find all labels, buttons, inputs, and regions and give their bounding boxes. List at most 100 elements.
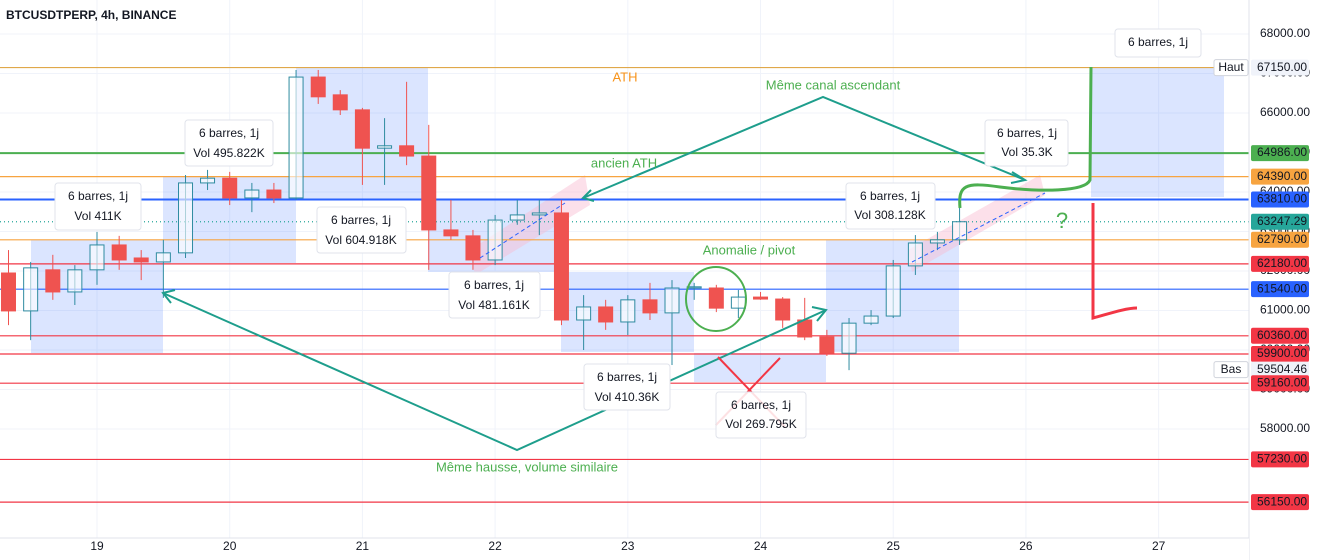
bar-boxes: 6 barres, 1j 6 barres, 1j Vol 411K 6 bar… bbox=[54, 28, 1202, 439]
annotation: ATH bbox=[612, 69, 637, 84]
price-label: 64390.00 bbox=[1257, 169, 1307, 183]
price-label-box bbox=[1251, 281, 1309, 298]
candle-body bbox=[465, 235, 481, 261]
candle-body bbox=[885, 265, 901, 317]
candle-body bbox=[200, 177, 216, 184]
x-tick-label: 19 bbox=[90, 539, 104, 553]
bar-count: 6 barres, 1j bbox=[860, 189, 920, 203]
candle-body bbox=[222, 177, 238, 199]
candle-body bbox=[332, 94, 348, 111]
bar-box bbox=[984, 119, 1069, 167]
x-tick-label: 23 bbox=[621, 539, 635, 553]
tag-box bbox=[1213, 59, 1249, 77]
bar-box bbox=[184, 119, 274, 167]
candle-body bbox=[509, 214, 525, 221]
price-label: 59160.00 bbox=[1257, 375, 1307, 389]
price-axis bbox=[1249, 0, 1319, 560]
candle-body bbox=[664, 287, 680, 314]
arrow-head bbox=[811, 306, 828, 322]
candle-body bbox=[155, 252, 171, 263]
candle-body bbox=[443, 229, 459, 237]
candle-body bbox=[266, 189, 282, 199]
candle-body bbox=[111, 244, 127, 261]
chart-title: BTCUSDTPERP, 4h, BINANCE bbox=[6, 8, 176, 22]
bar-box bbox=[448, 271, 541, 319]
bar-volume: Vol 411K bbox=[74, 209, 121, 223]
bar-count: 6 barres, 1j bbox=[199, 126, 259, 140]
candle-body bbox=[45, 269, 61, 293]
candle-body bbox=[0, 272, 16, 312]
x-tick-label: 24 bbox=[754, 539, 768, 553]
price-label: 60360.00 bbox=[1257, 328, 1307, 342]
x-tick-label: 22 bbox=[488, 539, 502, 553]
time-axis bbox=[0, 538, 1249, 560]
tag-box bbox=[1213, 361, 1249, 379]
bar-count: 6 barres, 1j bbox=[731, 398, 791, 412]
price-label: 61540.00 bbox=[1257, 281, 1307, 295]
x-tick-label: 26 bbox=[1019, 539, 1033, 553]
arrow-head bbox=[161, 289, 176, 304]
arrow-head bbox=[1010, 171, 1028, 184]
bar-box bbox=[583, 363, 671, 411]
price-label: 67150.00 bbox=[1257, 60, 1307, 74]
y-tick-label: 68000.00 bbox=[1260, 26, 1310, 40]
price-label: 64986.00 bbox=[1257, 145, 1307, 159]
annotations: ATH Même canal ascendant ancien ATH Anom… bbox=[436, 69, 1068, 474]
candle-body bbox=[907, 242, 923, 267]
bar-count: 6 barres, 1j bbox=[597, 370, 657, 384]
bar-volume: Vol 481.161K bbox=[458, 298, 529, 312]
candle-body bbox=[178, 182, 194, 254]
annotation: Même canal ascendant bbox=[766, 77, 901, 92]
price-label-box bbox=[1251, 191, 1309, 208]
bar-volume: Vol 495.822K bbox=[193, 146, 264, 160]
bar-count: 6 barres, 1j bbox=[997, 126, 1057, 140]
candle-body bbox=[686, 286, 702, 289]
price-label: 57230.00 bbox=[1257, 452, 1307, 466]
arrow-path bbox=[582, 95, 1026, 199]
green-path bbox=[958, 66, 1093, 209]
candle-body bbox=[487, 219, 503, 261]
annotation: ? bbox=[1056, 208, 1068, 233]
candle-body bbox=[133, 257, 149, 263]
price-label: 62180.00 bbox=[1257, 256, 1307, 270]
price-label: 59504.46 bbox=[1257, 362, 1307, 376]
price-label-box bbox=[1251, 255, 1309, 272]
annotation: Anomalie / pivot bbox=[703, 242, 796, 257]
x-tick-label: 25 bbox=[887, 539, 901, 553]
candle-body bbox=[399, 145, 415, 157]
bar-volume: Vol 269.795K bbox=[725, 417, 796, 431]
bar-count: 6 barres, 1j bbox=[464, 278, 524, 292]
y-tick-label: 58000.00 bbox=[1260, 421, 1310, 435]
bar-box bbox=[1114, 28, 1202, 58]
candle-body bbox=[775, 298, 791, 321]
tag-label: Haut bbox=[1218, 60, 1244, 74]
bar-box bbox=[54, 182, 142, 231]
bar-count: 6 barres, 1j bbox=[1128, 35, 1188, 49]
candle-body bbox=[753, 296, 769, 300]
price-label: 62790.00 bbox=[1257, 232, 1307, 246]
price-label-box bbox=[1251, 231, 1309, 248]
price-label-box bbox=[1251, 213, 1309, 230]
price-label-box bbox=[1251, 145, 1309, 162]
annotation: Même hausse, volume similaire bbox=[436, 459, 618, 474]
candle-body bbox=[929, 239, 945, 244]
bar-box bbox=[316, 206, 407, 254]
candle-body bbox=[531, 212, 547, 216]
trend-line bbox=[479, 202, 566, 259]
candle-body bbox=[23, 267, 39, 312]
x-tick-label: 20 bbox=[223, 539, 237, 553]
candle-body bbox=[553, 212, 569, 321]
candle-body bbox=[952, 221, 968, 241]
bar-volume: Vol 604.918K bbox=[325, 233, 396, 247]
y-tick-label: 61000.00 bbox=[1260, 303, 1310, 317]
candle-body bbox=[89, 244, 105, 271]
price-label-box bbox=[1251, 375, 1309, 392]
arrow-head bbox=[581, 189, 595, 202]
bar-volume: Vol 308.128K bbox=[854, 208, 925, 222]
tag-label: Bas bbox=[1221, 362, 1242, 376]
candle-body bbox=[244, 189, 260, 199]
candle-body bbox=[863, 315, 879, 324]
candle-body bbox=[620, 299, 636, 323]
x-tick-label: 21 bbox=[356, 539, 370, 553]
candle-body bbox=[354, 109, 370, 149]
